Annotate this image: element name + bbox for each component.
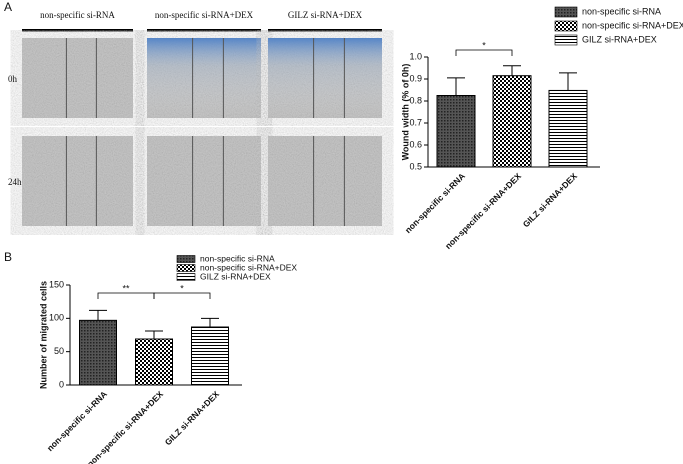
column-bar (22, 29, 133, 32)
legend-swatch (554, 20, 578, 32)
tint (268, 38, 382, 118)
micrograph-bg (147, 136, 261, 226)
column-label: GILZ si-RNA+DEX (288, 10, 363, 20)
legend-label: non-specific si-RNA+DEX (582, 20, 683, 30)
x-tick-label: non-specific si-RNA (403, 171, 467, 235)
y-tick-label: 0.5 (409, 161, 422, 171)
x-tick-label: GILZ si-RNA+DEX (521, 171, 580, 230)
legend-swatch (176, 264, 196, 272)
micrograph-bg (268, 136, 382, 226)
legend-label: non-specific si-RNA+DEX (200, 262, 297, 272)
bar (135, 338, 173, 386)
row-label: 0h (8, 74, 18, 84)
y-axis-label: Wound width (% of 0h) (400, 64, 410, 161)
micrograph-bg (22, 136, 133, 226)
column-label: non-specific si-RNA (40, 10, 115, 20)
micrograph-bg (22, 38, 133, 118)
y-axis-label: Number of migrated cells (38, 281, 48, 389)
error-bar (559, 72, 577, 91)
legend-swatch (554, 6, 578, 18)
significance-bracket (455, 49, 513, 56)
legend-label: non-specific si-RNA (582, 6, 661, 16)
bar (548, 89, 588, 168)
micrograph (22, 38, 133, 118)
error-bar (503, 65, 521, 76)
bar (79, 319, 117, 386)
legend-swatch (176, 255, 196, 263)
tint (147, 38, 261, 118)
bar (191, 326, 229, 386)
significance-bracket (153, 292, 211, 299)
y-tick-label: 1.0 (409, 51, 422, 61)
micrograph (147, 38, 261, 118)
column-bar (147, 29, 261, 32)
x-tick-label: GILZ si-RNA+DEX (163, 389, 222, 448)
x-tick-label: non-specific si-RNA (45, 389, 109, 453)
y-tick-label: 0.6 (409, 139, 422, 149)
error-bar (447, 77, 465, 96)
error-bar (89, 309, 107, 321)
column-label: non-specific si-RNA+DEX (155, 10, 254, 20)
micrograph (268, 136, 382, 226)
significance-label: * (482, 40, 486, 50)
y-tick-label: 150 (49, 279, 64, 289)
y-tick-label: 0.7 (409, 117, 422, 127)
y-tick-label: 100 (49, 313, 64, 323)
micrograph (268, 38, 382, 118)
legend-swatch (554, 34, 578, 46)
legend-label: GILZ si-RNA+DEX (200, 271, 271, 281)
panel-label: A (4, 0, 12, 14)
panel-label: B (4, 250, 12, 264)
y-tick-label: 0.9 (409, 73, 422, 83)
significance-label: ** (122, 283, 130, 293)
legend-label: non-specific si-RNA (200, 253, 275, 263)
significance-bracket (97, 292, 155, 299)
micrograph (147, 136, 261, 226)
legend-label: GILZ si-RNA+DEX (582, 34, 657, 44)
y-tick-label: 0 (59, 379, 64, 389)
micrograph (22, 136, 133, 226)
column-bar (268, 29, 382, 32)
y-tick-label: 50 (54, 346, 64, 356)
bar (436, 95, 476, 168)
significance-label: * (180, 283, 184, 293)
y-tick-label: 0.8 (409, 95, 422, 105)
row-label: 24h (8, 177, 22, 187)
bar (492, 75, 532, 168)
error-bar (201, 317, 219, 327)
error-bar (145, 330, 163, 339)
legend-swatch (176, 273, 196, 281)
